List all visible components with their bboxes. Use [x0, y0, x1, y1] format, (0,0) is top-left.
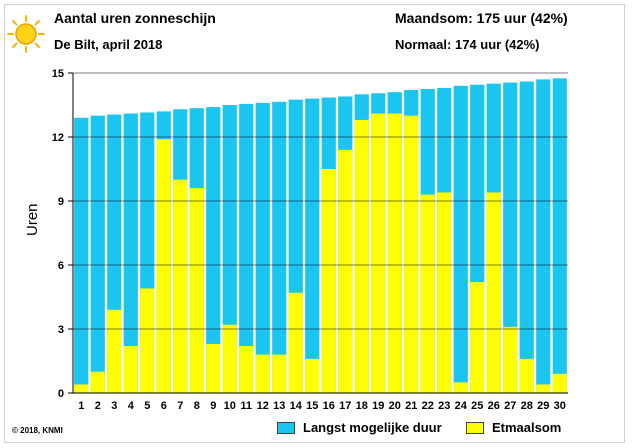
bar-max-duration [255, 102, 270, 393]
chart-title: Aantal uren zonneschijn [54, 10, 216, 26]
bar-max-duration [90, 115, 105, 394]
bar-daily-sum [486, 192, 501, 393]
x-tick-label: 18 [356, 400, 368, 412]
bar-daily-sum [470, 282, 485, 393]
x-tick-label: 6 [161, 400, 167, 412]
x-tick-label: 13 [273, 400, 285, 412]
bar-max-duration [519, 81, 534, 394]
x-tick-label: 25 [471, 400, 483, 412]
bar-daily-sum [107, 309, 122, 393]
bar-daily-sum [453, 382, 468, 393]
x-tick-label: 26 [488, 400, 500, 412]
x-tick-label: 16 [323, 400, 335, 412]
x-tick-label: 24 [455, 400, 468, 412]
x-tick-label: 10 [224, 400, 236, 412]
x-tick-label: 3 [111, 400, 117, 412]
bar-max-duration [453, 85, 468, 394]
x-tick-label: 19 [372, 400, 384, 412]
bar-max-duration [272, 101, 287, 394]
x-tick-label: 9 [210, 400, 216, 412]
x-tick-label: 21 [405, 400, 417, 412]
bar-daily-sum [354, 119, 369, 393]
bar-daily-sum [305, 358, 320, 393]
legend-label-daily-sum: Etmaalsom [492, 420, 562, 435]
bar-daily-sum [552, 373, 567, 393]
bar-daily-sum [90, 371, 105, 393]
bar-max-duration [74, 117, 89, 394]
bar-daily-sum [437, 192, 452, 393]
legend-item-max-duration: Langst mogelijke duur [277, 420, 442, 435]
legend-label-max-duration: Langst mogelijke duur [303, 420, 442, 435]
bar-daily-sum [321, 169, 336, 393]
chart-subtitle: De Bilt, april 2018 [54, 37, 163, 52]
copyright-text: © 2018, KNMI [12, 426, 63, 435]
x-tick-label: 29 [537, 400, 549, 412]
bar-max-duration [552, 78, 567, 393]
y-tick-label: 15 [52, 68, 64, 80]
bar-daily-sum [272, 354, 287, 393]
bar-max-duration [503, 82, 518, 393]
bar-daily-sum [255, 354, 270, 393]
x-tick-label: 28 [521, 400, 533, 412]
legend-swatch-daily-sum [466, 421, 484, 434]
x-tick-label: 14 [290, 400, 303, 412]
x-tick-label: 11 [240, 400, 252, 412]
x-tick-label: 20 [389, 400, 401, 412]
bar-daily-sum [288, 292, 303, 393]
bar-max-duration [222, 105, 237, 393]
maandsom-stat: Maandsom: 175 uur (42%) [395, 10, 568, 26]
x-tick-label: 23 [438, 400, 450, 412]
x-tick-label: 4 [128, 400, 135, 412]
bar-daily-sum [156, 139, 171, 393]
bar-daily-sum [536, 384, 551, 393]
bar-daily-sum [173, 179, 188, 393]
bar-max-duration [305, 98, 320, 393]
y-tick-label: 3 [58, 324, 64, 336]
x-tick-label: 5 [144, 400, 150, 412]
bar-daily-sum [503, 326, 518, 393]
normaal-stat: Normaal: 174 uur (42%) [395, 37, 540, 52]
y-tick-label: 9 [58, 196, 64, 208]
bar-max-duration [123, 113, 138, 394]
x-tick-label: 2 [95, 400, 101, 412]
y-tick-label: 6 [58, 260, 64, 272]
bar-daily-sum [123, 346, 138, 393]
x-tick-label: 15 [306, 400, 318, 412]
x-tick-label: 17 [339, 400, 351, 412]
bar-max-duration [536, 79, 551, 394]
bar-daily-sum [74, 384, 89, 393]
bar-daily-sum [239, 346, 254, 393]
x-tick-label: 7 [177, 400, 183, 412]
x-tick-label: 30 [554, 400, 566, 412]
bar-daily-sum [338, 149, 353, 393]
x-tick-label: 27 [504, 400, 516, 412]
x-tick-label: 22 [422, 400, 434, 412]
x-tick-label: 8 [194, 400, 200, 412]
y-axis-label: Uren [24, 203, 41, 236]
bar-daily-sum [371, 113, 386, 394]
chart-frame [4, 4, 625, 443]
y-tick-label: 0 [58, 388, 64, 400]
y-tick-label: 12 [52, 132, 64, 144]
bar-daily-sum [387, 113, 402, 394]
bar-daily-sum [140, 288, 155, 393]
bar-daily-sum [189, 188, 204, 393]
legend-item-daily-sum: Etmaalsom [466, 420, 561, 435]
bar-daily-sum [206, 343, 221, 393]
sun-icon [7, 15, 45, 53]
plot-area [73, 73, 568, 393]
legend-swatch-max-duration [277, 421, 295, 434]
bar-max-duration [206, 107, 221, 393]
bar-daily-sum [519, 358, 534, 393]
x-tick-label: 12 [257, 400, 269, 412]
bar-max-duration [239, 103, 254, 393]
x-tick-label: 1 [78, 400, 84, 412]
bar-daily-sum [404, 115, 419, 394]
bar-daily-sum [420, 194, 435, 393]
bar-daily-sum [222, 324, 237, 393]
